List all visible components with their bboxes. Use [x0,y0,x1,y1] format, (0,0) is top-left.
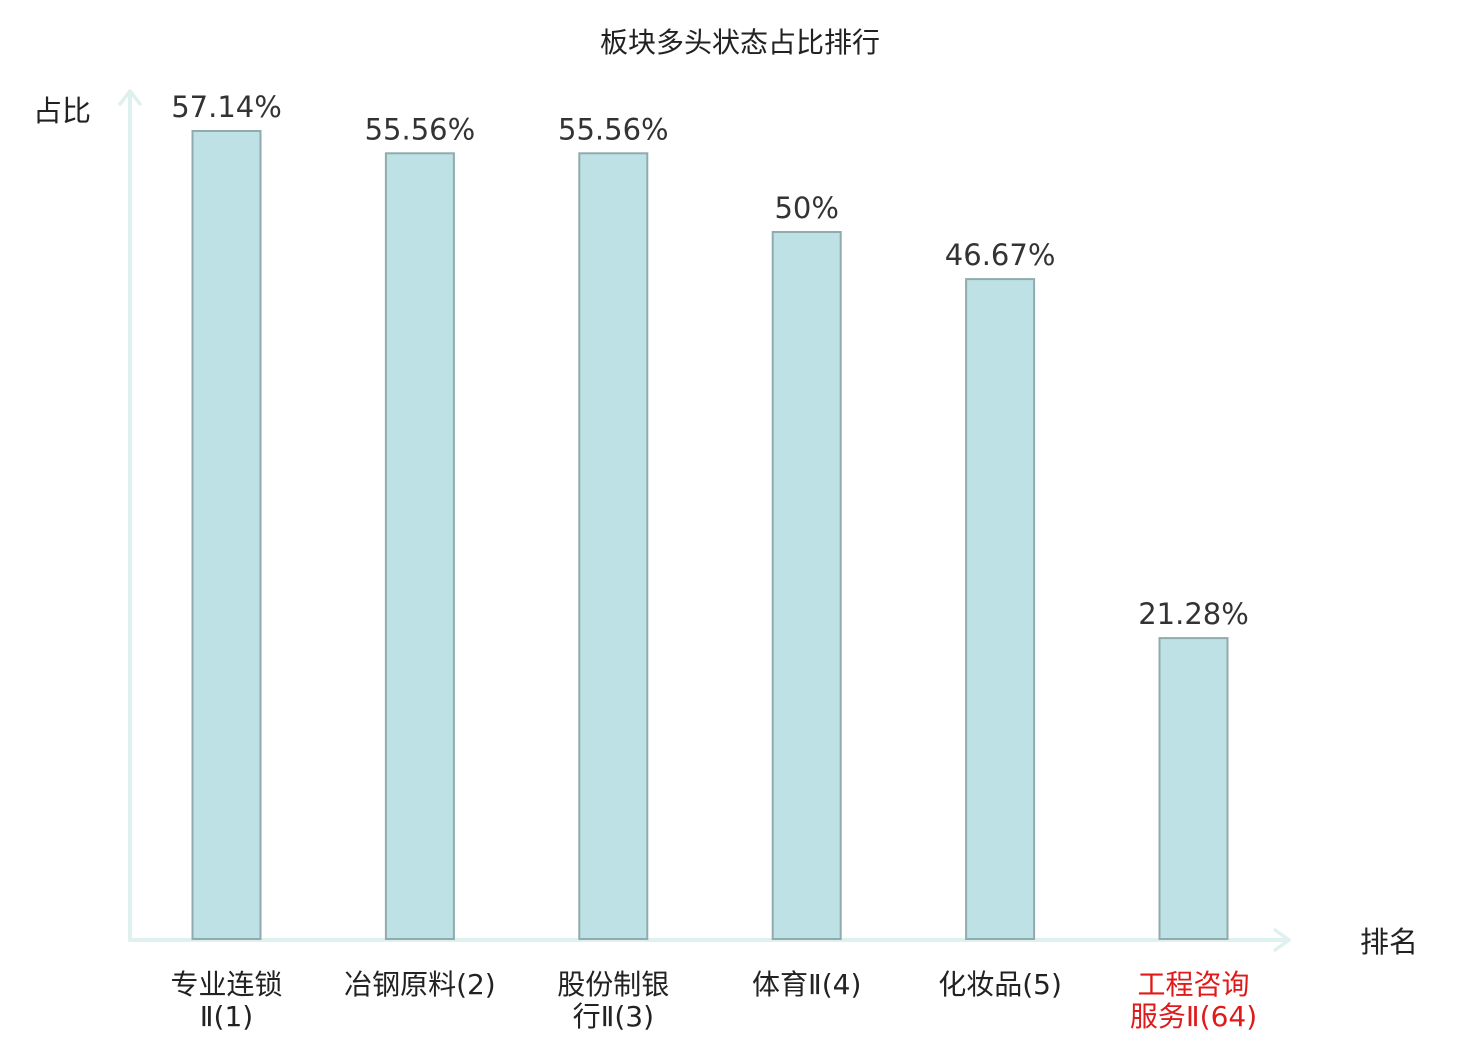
category-label-line: 专业连锁 [170,968,282,1001]
bars [191,130,1229,941]
bar [771,231,842,940]
category-labels: 专业连锁 Ⅱ(1) 冶钢原料(2) 股份制银行Ⅱ(3) 体育Ⅱ(4) 化妆品(5) 工程咨询… [170,968,1257,1033]
bar-value-label: 21.28% [1138,597,1249,631]
category-label-line: 股份制银 [557,968,669,1001]
axes [118,89,1291,952]
bar-value-label: 46.67% [945,238,1056,272]
chart-title: 板块多头状态占比排行 [600,26,880,59]
bar-value-label: 55.56% [365,112,476,146]
value-labels: 57.14% 55.56% 55.56% 50% 46.67% 21.28% [171,90,1249,631]
x-axis-title: 排名 [1360,925,1418,959]
bar [191,130,262,940]
x-axis-arrow [1273,928,1291,952]
category-label-line: 服务Ⅱ(64) [1130,1000,1257,1033]
category-label: 股份制银行Ⅱ(3) [557,968,669,1033]
bar-value-label: 57.14% [171,90,282,124]
bar [965,278,1036,941]
category-label-line: 工程咨询 [1137,968,1249,1001]
category-label: 工程咨询服务Ⅱ(64) [1130,968,1257,1033]
category-label: 化妆品(5) [938,968,1062,1001]
bar [384,152,455,941]
y-axis-title: 占比 [33,94,91,128]
bar-value-label: 55.56% [558,112,669,146]
category-label-line: Ⅱ(1) [200,1000,253,1033]
bar-value-label: 50% [774,191,838,225]
category-label: 专业连锁 Ⅱ(1) [170,968,282,1033]
bar [1158,637,1229,940]
category-label: 体育Ⅱ(4) [752,968,861,1001]
bar [578,152,649,941]
category-label-line: 冶钢原料(2) [344,968,496,1001]
y-axis-arrow [118,89,142,106]
category-label: 冶钢原料(2) [344,968,496,1001]
category-label-line: 体育Ⅱ(4) [752,968,861,1001]
category-label-line: 行Ⅱ(3) [573,1000,654,1033]
category-label-line: 化妆品(5) [938,968,1062,1001]
